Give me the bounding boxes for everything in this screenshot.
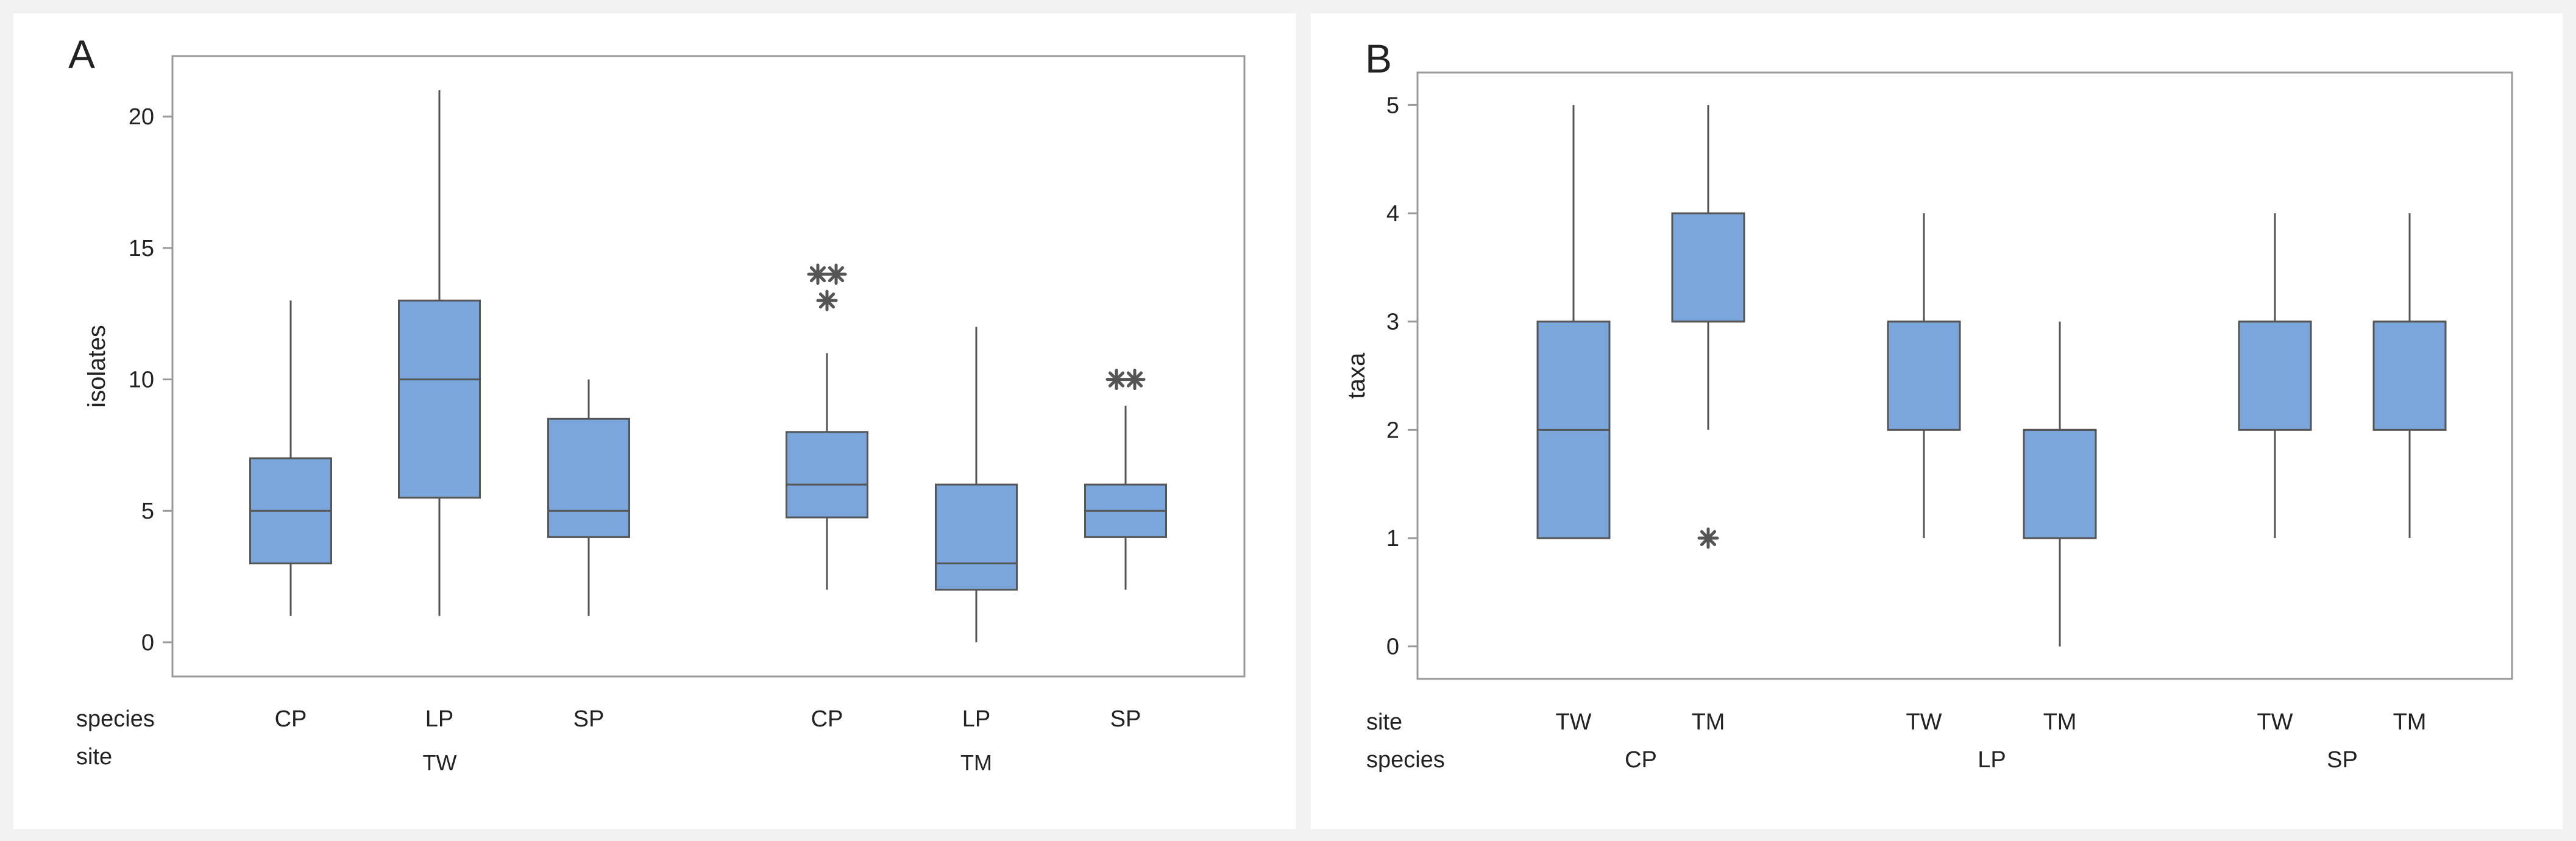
chart-b-outlier-stroke — [1700, 530, 1717, 547]
chart-b-y-tick-label: 5 — [1386, 93, 1399, 118]
chart-a-outlier-stroke — [1126, 371, 1143, 388]
chart-a-box — [398, 299, 481, 499]
chart-a-outlier — [816, 289, 838, 311]
chart-a-box — [547, 417, 630, 538]
chart-b-box — [1887, 321, 1961, 431]
chart-b-y-tick-label: 2 — [1386, 417, 1399, 443]
chart-b-y-tick-label: 1 — [1386, 526, 1399, 552]
chart-b-category-label: TM — [1692, 709, 1725, 735]
chart-b-outlier — [1697, 527, 1719, 549]
chart-a-outlier-stroke — [828, 266, 845, 283]
chart-a-box — [786, 431, 868, 519]
chart-b-plot-frame — [1416, 71, 2513, 680]
chart-a-category-label: SP — [1110, 706, 1141, 732]
chart-a-category-label: LP — [425, 706, 453, 732]
chart-a-outlier — [825, 263, 847, 285]
chart-a-y-tick-label: 10 — [129, 367, 154, 393]
boxplot-a: A 0 5 10 15 20 isolates species site CP LP SP TW CP LP… — [68, 32, 1246, 775]
panel-a: A 0 5 10 15 20 isolates species site CP LP SP TW CP LP… — [13, 13, 1296, 829]
chart-b-box — [1671, 212, 1745, 323]
chart-a-outlier-stroke — [1108, 371, 1125, 388]
chart-b-box — [2372, 321, 2447, 431]
chart-a-y-tick-label: 0 — [141, 630, 154, 656]
chart-b-group-label: CP — [1625, 747, 1657, 773]
chart-a-y-tick-label: 5 — [141, 499, 154, 524]
chart-a-y-tick-label: 20 — [129, 104, 154, 130]
chart-b-panel-label: B — [1365, 36, 1392, 81]
chart-a-outlier-stroke — [818, 293, 836, 309]
chart-b-category-label: TM — [2393, 709, 2427, 735]
chart-b-category-label: TW — [1555, 709, 1591, 735]
chart-a-row-label-inner: species — [76, 706, 155, 732]
chart-a-row-label-outer: site — [76, 744, 112, 770]
chart-a-outlier — [807, 263, 829, 285]
chart-b-category-label: TM — [2043, 709, 2077, 735]
chart-a-category-label: LP — [962, 706, 990, 732]
chart-a-category-label: SP — [573, 706, 605, 732]
chart-a-panel-label: A — [68, 32, 95, 77]
chart-b-y-tick-label: 0 — [1386, 634, 1399, 660]
chart-b-group-label: LP — [1978, 747, 2006, 773]
chart-b-category-label: TW — [2257, 709, 2293, 735]
chart-a-group-label: TW — [423, 750, 457, 775]
chart-b-row-label-outer: species — [1366, 747, 1445, 773]
chart-b-group-label: SP — [2327, 747, 2358, 773]
chart-a-category-label: CP — [811, 706, 843, 732]
chart-a-plot-frame — [171, 55, 1246, 678]
chart-b-category-label: TW — [1906, 709, 1942, 735]
chart-a-group-label: TM — [960, 750, 992, 775]
chart-b-y-tick-label: 3 — [1386, 310, 1399, 335]
chart-b-box — [2023, 428, 2097, 539]
chart-b-row-label-inner: site — [1366, 709, 1402, 735]
chart-a-y-tick-label: 15 — [129, 236, 154, 261]
chart-b-y-axis-label: taxa — [1343, 352, 1370, 399]
chart-a-outlier-stroke — [809, 266, 826, 283]
chart-a-outlier — [1105, 369, 1127, 391]
chart-b-y-tick-label: 4 — [1386, 201, 1399, 227]
chart-a-box — [935, 483, 1018, 591]
chart-a-category-label: CP — [275, 706, 307, 732]
chart-a-outlier — [1124, 369, 1146, 391]
panel-b: B 0 1 2 3 4 5 taxa site species TW TM CP TW TM LP TW TM SP — [1311, 13, 2563, 829]
chart-a-y-axis-label: isolates — [83, 325, 110, 408]
chart-b-box — [2238, 321, 2312, 431]
boxplot-b: B 0 1 2 3 4 5 taxa site species TW TM CP TW TM LP TW TM SP — [1343, 36, 2513, 773]
